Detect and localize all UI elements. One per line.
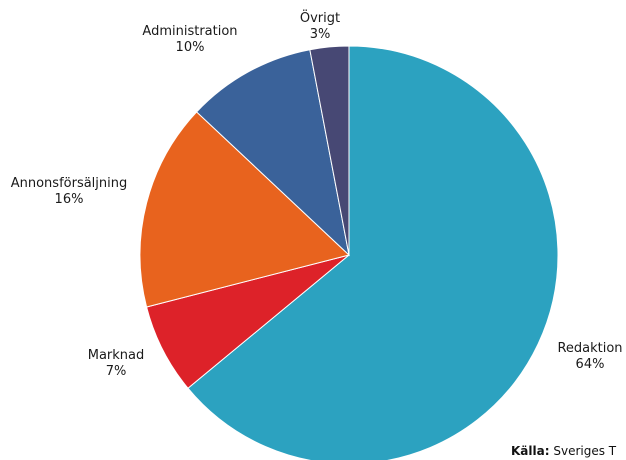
- slice-value-label-redaktion: 64%: [576, 357, 605, 372]
- slice-label-administration: Administration: [142, 24, 237, 39]
- source-note: Källa: Sveriges T: [511, 444, 616, 458]
- slice-value-label-annonsf-rs-ljning: 16%: [55, 192, 84, 207]
- source-label: Källa:: [511, 444, 550, 458]
- slice-value-label-administration: 10%: [176, 40, 205, 55]
- slice-label-marknad: Marknad: [88, 348, 145, 363]
- slice-value-label--vrigt: 3%: [310, 27, 331, 42]
- source-text: Sveriges T: [553, 444, 617, 458]
- slice-value-label-marknad: 7%: [106, 364, 127, 379]
- slice-label-redaktion: Redaktion: [557, 341, 622, 356]
- pie-slice-annonsf-rs-ljning: [139, 111, 351, 308]
- pie-slice-administration: [195, 49, 350, 257]
- slice-label--vrigt: Övrigt: [300, 9, 340, 26]
- slice-label-annonsf-rs-ljning: Annonsförsäljning: [11, 176, 128, 191]
- pie-slice-redaktion: [187, 45, 559, 460]
- pie-slice--vrigt: [309, 45, 350, 256]
